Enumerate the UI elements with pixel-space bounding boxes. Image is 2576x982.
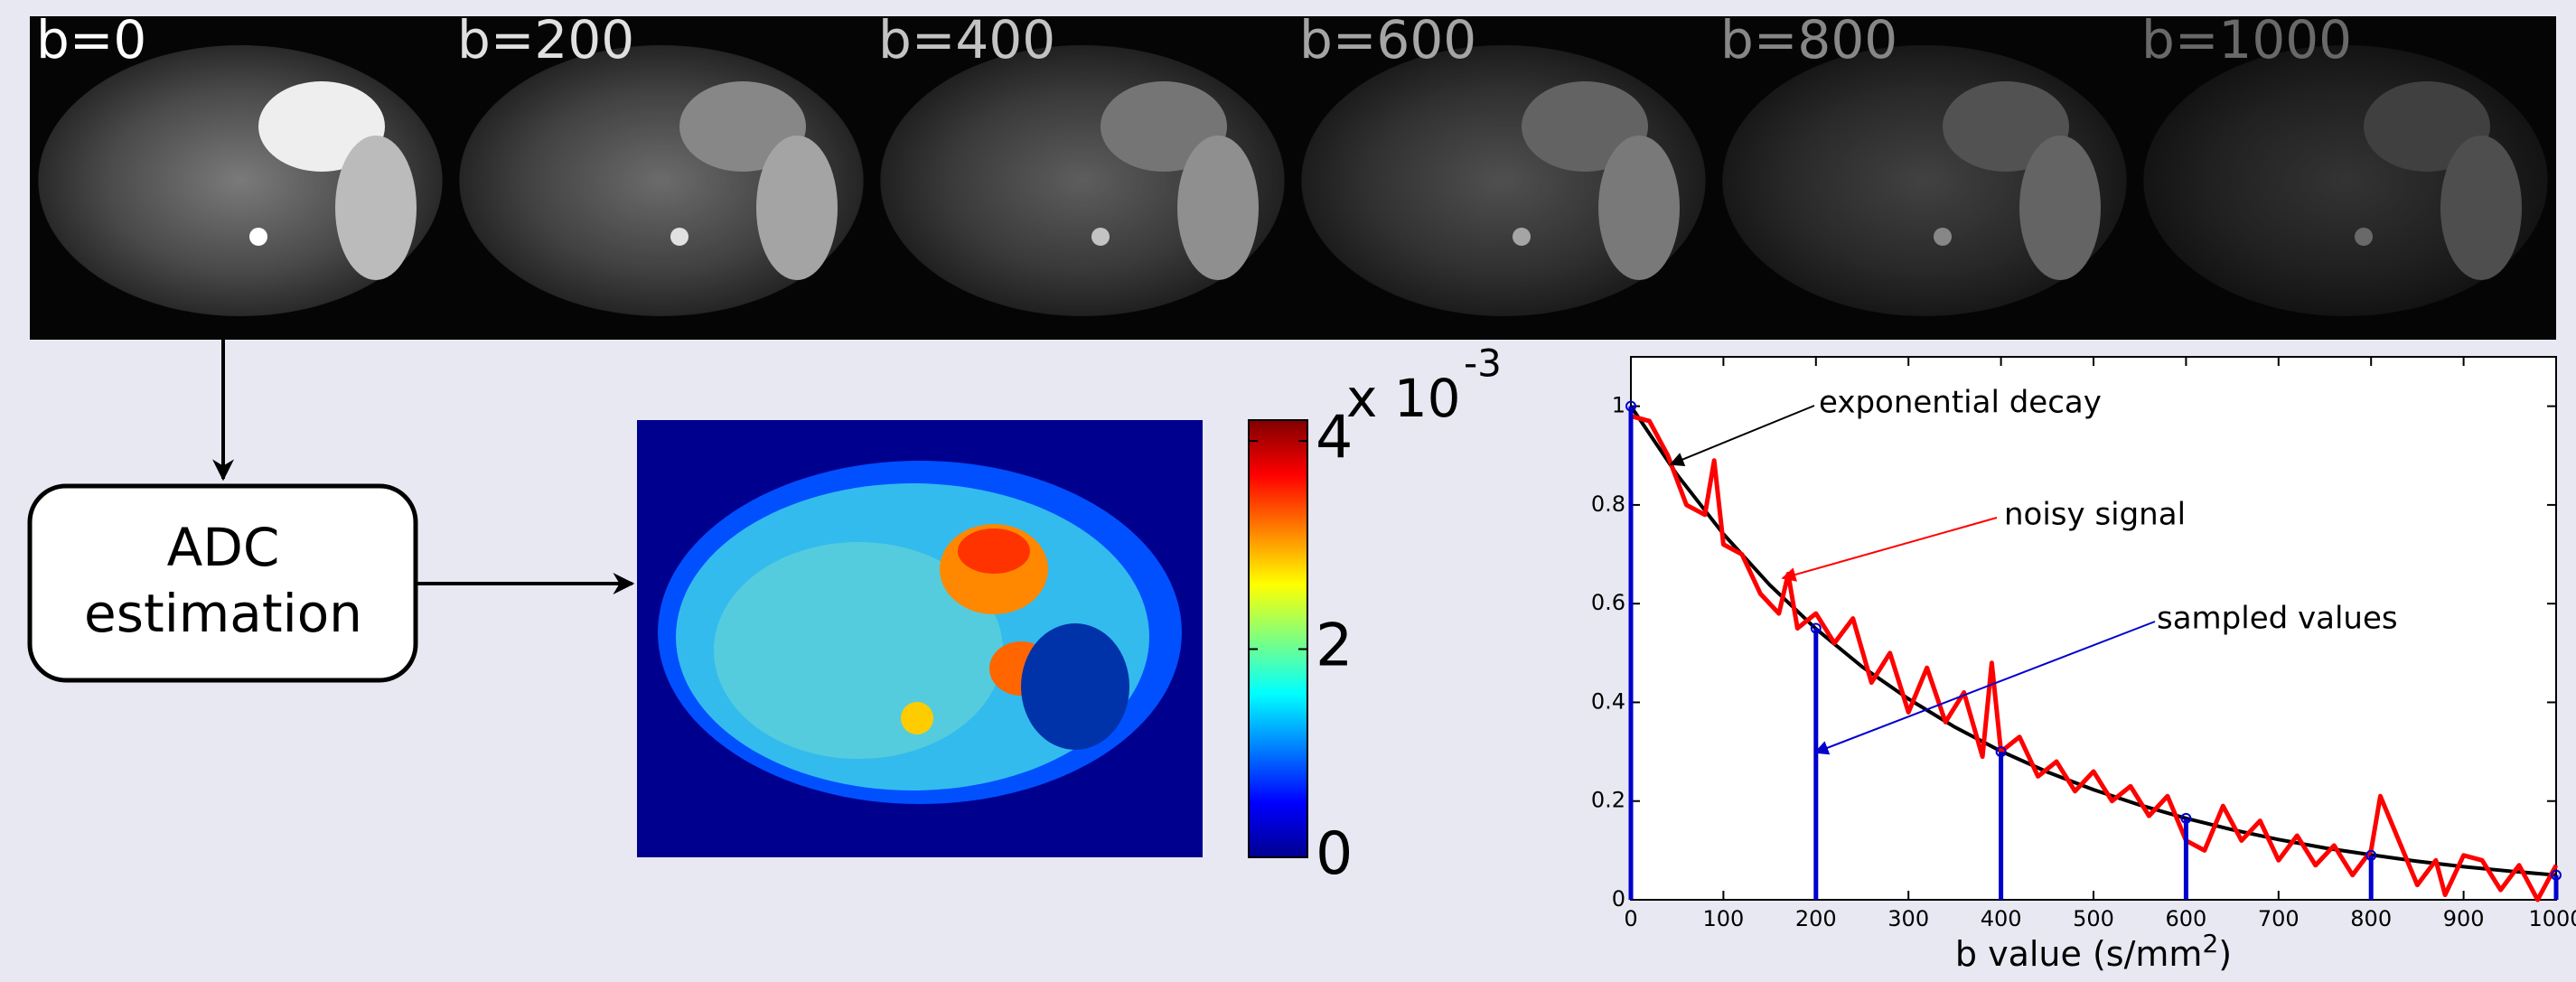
box-label: ADC (167, 517, 280, 578)
panel-label: b=400 (878, 9, 1055, 70)
panel-label: b=600 (1299, 9, 1476, 70)
colorbar-exponent: -3 (1464, 341, 1502, 386)
organ (2019, 136, 2101, 280)
plot-area (1630, 356, 2557, 901)
panel-label: b=1000 (2141, 9, 2352, 70)
x-tick-label: 900 (2443, 906, 2485, 931)
stem-marker (2180, 812, 2192, 824)
x-axis-label: b value (s/mm2) (1955, 929, 2232, 974)
vessel (1513, 228, 1531, 246)
x-tick-label: 0 (1624, 906, 1637, 931)
adc-map (637, 420, 1203, 857)
y-tick-label: 0.4 (1591, 688, 1625, 714)
mri-panel: b=800 (1720, 9, 2127, 316)
mri-panel: b=400 (878, 9, 1285, 316)
x-tick-label: 600 (2165, 906, 2206, 931)
mri-panel: b=0 (36, 9, 443, 316)
body-outline (2143, 45, 2548, 316)
y-tick-label: 0.6 (1591, 590, 1625, 615)
colorbar-axis: 0 2 4 (1249, 404, 1353, 888)
y-tick-label: 0 (1612, 886, 1625, 912)
stem-marker (2551, 869, 2562, 881)
image-strip (30, 16, 2556, 340)
vessel (670, 228, 688, 246)
plot: 0 100 200 300 400 500 600 700 800 900 1000 0 0.2 0.4 0… (1591, 357, 2576, 931)
x-label-part: b value (s/mm (1955, 934, 2203, 974)
stem-marker (2365, 849, 2377, 861)
colorbar-tick-label: 2 (1316, 613, 1353, 680)
stem-marker (1810, 622, 1822, 634)
organ (1598, 136, 1680, 280)
x-tick-label: 300 (1888, 906, 1929, 931)
colorbar-tick-label: 0 (1316, 820, 1353, 888)
x-tick-label: 200 (1795, 906, 1837, 931)
annotation-arrow (1813, 621, 2156, 755)
x-tick-label: 500 (2073, 906, 2114, 931)
series-line (1629, 405, 2557, 877)
stem-marker (1995, 746, 2007, 758)
panel-label: b=800 (1720, 9, 1897, 70)
organ (2364, 81, 2490, 172)
mri-panel: b=1000 (2141, 9, 2548, 316)
colorbar-tick-label: 4 (1316, 404, 1353, 472)
panel-label: b=200 (457, 9, 634, 70)
annotation-arrow (1781, 517, 1998, 582)
x-tick-label: 400 (1981, 906, 2022, 931)
organ (2440, 136, 2522, 280)
box-label: estimation (84, 583, 362, 644)
y-tick-label: 1 (1612, 393, 1625, 418)
panel-label: b=0 (36, 9, 146, 70)
organ (1177, 136, 1259, 280)
mri-panel: b=600 (1299, 9, 1706, 316)
series-line (1630, 414, 2559, 903)
colorbar-multiplier: x 10 (1346, 368, 1461, 429)
annotation: sampled values (2157, 601, 2398, 637)
x-tick-label: 1000 (2528, 906, 2576, 931)
mri-panel: b=200 (457, 9, 864, 316)
y-tick-label: 0.8 (1591, 491, 1625, 517)
annotation: exponential decay (1819, 385, 2102, 421)
x-tick-label: 800 (2350, 906, 2392, 931)
colorbar (1248, 419, 1308, 858)
vessel (1091, 228, 1110, 246)
vessel (1934, 228, 1952, 246)
y-tick-label: 0.2 (1591, 788, 1625, 813)
x-tick-label: 100 (1702, 906, 1744, 931)
x-tick-label: 700 (2258, 906, 2300, 931)
vessel (249, 228, 267, 246)
stem-marker (1625, 400, 1636, 412)
x-label-sup: 2 (2202, 929, 2218, 959)
x-label-part: ) (2218, 934, 2232, 974)
vessel (2355, 228, 2373, 246)
annotation-arrow (1669, 405, 1815, 466)
mri-panels: b=0 b=200 b=400 b=600 b=800 b=1000 (36, 9, 2548, 316)
annotation: noisy signal (2004, 497, 2186, 533)
organ (756, 136, 838, 280)
organ (335, 136, 417, 280)
